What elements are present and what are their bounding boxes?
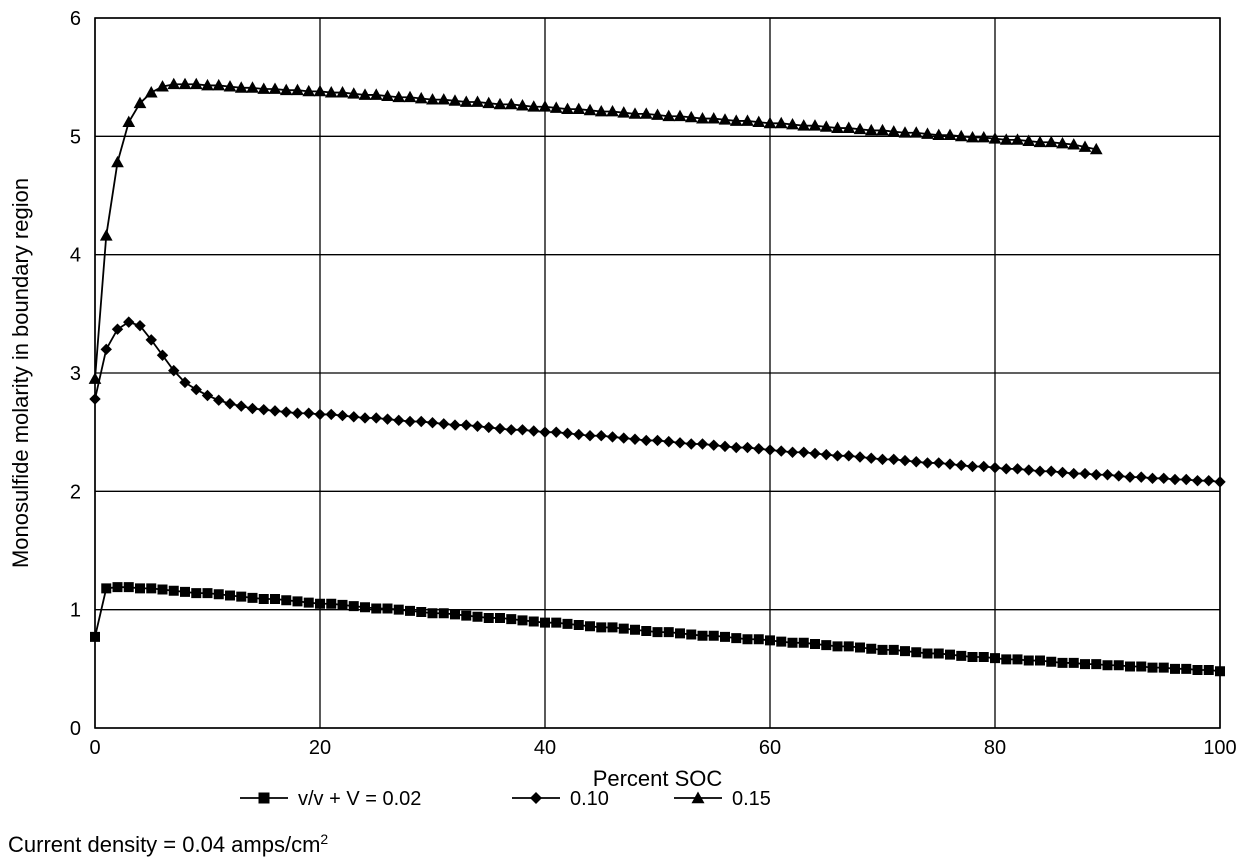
x-tick-label: 60 [759, 737, 781, 759]
x-tick-label: 100 [1203, 737, 1236, 759]
legend-label: v/v + V = 0.02 [298, 788, 421, 810]
y-tick-label: 2 [70, 481, 81, 503]
y-tick-label: 3 [70, 363, 81, 385]
x-tick-label: 40 [534, 737, 556, 759]
legend-label: 0.10 [570, 788, 609, 810]
y-tick-label: 0 [70, 718, 81, 740]
x-tick-label: 80 [984, 737, 1006, 759]
x-axis-label: Percent SOC [593, 766, 723, 791]
y-tick-label: 4 [70, 245, 81, 267]
legend-label: 0.15 [732, 788, 771, 810]
chart-svg: 0 20 40 60 80 100 0 1 2 3 4 5 6 Percent SOC Monosulfid… [0, 0, 1251, 861]
x-tick-label: 20 [309, 737, 331, 759]
y-tick-label: 5 [70, 126, 81, 148]
y-axis-label: Monosulfide molarity in boundary region [8, 178, 33, 568]
caption-text: Current density = 0.04 amps/cm2 [8, 831, 328, 857]
x-tick-label: 0 [89, 737, 100, 759]
chart-container: 0 20 40 60 80 100 0 1 2 3 4 5 6 Percent SOC Monosulfid… [0, 0, 1251, 861]
y-tick-label: 1 [70, 600, 81, 622]
y-tick-label: 6 [70, 8, 81, 30]
